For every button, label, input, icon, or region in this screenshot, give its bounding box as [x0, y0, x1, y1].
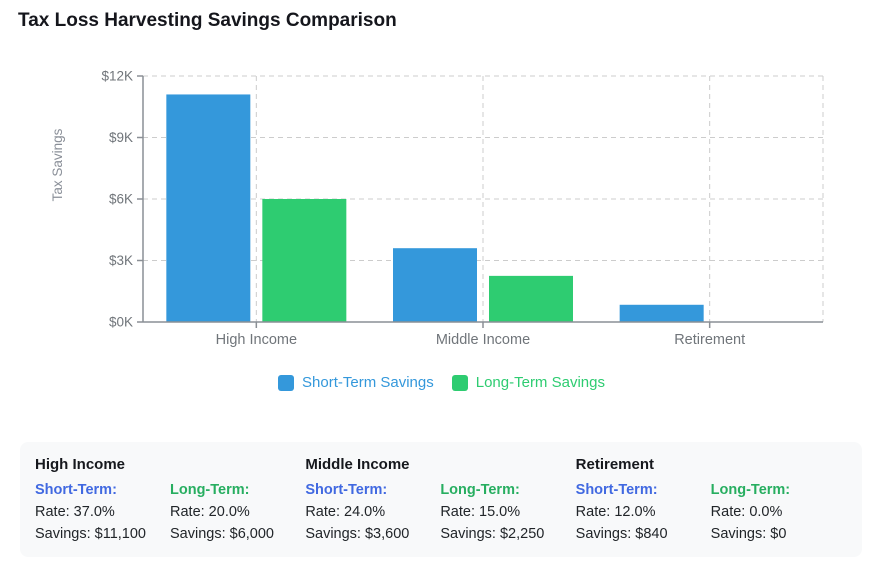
detail-group-retirement: Retirement Short-Term: Rate: 12.0% Savin…	[576, 456, 846, 557]
bar-retirement-short-term-savings[interactable]	[619, 304, 704, 322]
savings-value: Savings: $6,000	[170, 526, 274, 542]
long-term-swatch-icon	[451, 374, 468, 391]
short-term-heading: Short-Term:	[35, 482, 117, 498]
chart-legend: Short-Term Savings Long-Term Savings	[0, 374, 883, 391]
legend-label-long-term: Long-Term Savings	[475, 374, 605, 391]
savings-value: Savings: $11,100	[35, 526, 146, 542]
group-title: Retirement	[575, 456, 655, 473]
bar-middle-income-long-term-savings[interactable]	[489, 275, 573, 322]
long-term-heading: Long-Term:	[710, 482, 791, 498]
bar-high-income-long-term-savings[interactable]	[262, 199, 347, 322]
rate-value: Rate: 15.0%	[440, 504, 521, 520]
long-term-column: Long-Term: Rate: 15.0% Savings: $2,250	[440, 479, 575, 545]
short-term-column: Short-Term: Rate: 37.0% Savings: $11,100	[35, 479, 170, 545]
savings-value: Savings: $2,250	[440, 526, 545, 542]
short-term-column: Short-Term: Rate: 12.0% Savings: $840	[576, 479, 711, 545]
short-term-heading: Short-Term:	[305, 482, 388, 498]
savings-value: Savings: $0	[710, 526, 787, 542]
savings-value: Savings: $840	[575, 526, 668, 542]
y-tick-label: $3K	[109, 253, 133, 268]
legend-item-long-term[interactable]: Long-Term Savings	[451, 374, 605, 391]
rate-value: Rate: 0.0%	[710, 504, 783, 520]
savings-value: Savings: $3,600	[305, 526, 410, 542]
y-tick-label: $12K	[101, 69, 133, 84]
page-title: Tax Loss Harvesting Savings Comparison	[18, 10, 397, 31]
detail-group-middle-income: Middle Income Short-Term: Rate: 24.0% Sa…	[305, 456, 575, 557]
long-term-heading: Long-Term:	[440, 482, 520, 498]
long-term-heading: Long-Term:	[170, 482, 250, 498]
bar-middle-income-short-term-savings[interactable]	[393, 248, 477, 322]
short-term-column: Short-Term: Rate: 24.0% Savings: $3,600	[305, 479, 440, 545]
short-term-heading: Short-Term:	[575, 482, 658, 498]
detail-group-high-income: High Income Short-Term: Rate: 37.0% Savi…	[35, 456, 305, 557]
legend-label-short-term: Short-Term Savings	[302, 374, 434, 391]
y-tick-label: $9K	[109, 130, 133, 145]
rate-value: Rate: 12.0%	[575, 504, 656, 520]
long-term-column: Long-Term: Rate: 20.0% Savings: $6,000	[170, 479, 305, 545]
rate-value: Rate: 37.0%	[35, 504, 115, 520]
bar-high-income-short-term-savings[interactable]	[166, 94, 251, 322]
group-title: High Income	[35, 456, 126, 473]
long-term-column: Long-Term: Rate: 0.0% Savings: $0	[711, 479, 846, 545]
x-category-label: Retirement	[674, 332, 745, 348]
savings-bar-chart: $0K $3K $6K $9K $12K High Income Middle Income…	[50, 69, 824, 348]
x-category-label: Middle Income	[436, 332, 530, 348]
short-term-swatch-icon	[278, 374, 295, 391]
details-panel: High Income Short-Term: Rate: 37.0% Savi…	[20, 442, 862, 557]
y-tick-label: $0K	[109, 315, 133, 330]
group-title: Middle Income	[305, 456, 410, 473]
rate-value: Rate: 20.0%	[170, 504, 250, 520]
rate-value: Rate: 24.0%	[305, 504, 386, 520]
y-tick-label: $6K	[109, 192, 133, 207]
x-category-label: High Income	[216, 332, 297, 348]
y-axis-title: Tax Savings	[50, 128, 65, 201]
legend-item-short-term[interactable]: Short-Term Savings	[278, 374, 434, 391]
